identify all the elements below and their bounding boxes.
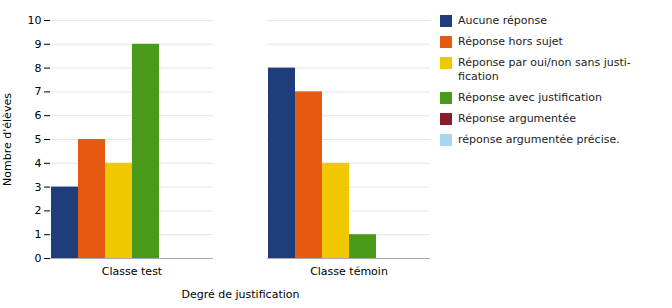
svg-text:8: 8 — [35, 62, 42, 75]
svg-text:1: 1 — [35, 228, 42, 241]
html-text:Réponse argumentée: Réponse argumentée — [458, 112, 576, 125]
svg-text:0: 0 — [35, 252, 42, 265]
html-text:réponse argumentée précise.: réponse argumentée précise. — [458, 133, 620, 146]
html-text:Aucune réponse: Aucune réponse — [458, 14, 547, 27]
html-text:Réponse hors sujet: Réponse hors sujet — [458, 35, 563, 48]
svg-text:Degré de justification: Degré de justification — [182, 288, 300, 301]
html-text:Réponse par oui/non sans justi: Réponse par oui/non sans justi- fication — [458, 56, 631, 83]
svg-text:Nombre d'élèves: Nombre d'élèves — [1, 93, 14, 186]
svg-text:9: 9 — [35, 38, 42, 51]
svg-text:3: 3 — [35, 181, 42, 194]
html-text:Réponse avec justification: Réponse avec justification — [458, 91, 603, 104]
svg-text:10: 10 — [28, 14, 42, 27]
svg-text:4: 4 — [35, 157, 42, 170]
svg-text:5: 5 — [35, 133, 42, 146]
svg-text:Classe témoin: Classe témoin — [310, 265, 388, 278]
svg-text:2: 2 — [35, 204, 42, 217]
svg-text:7: 7 — [35, 85, 42, 98]
svg-text:6: 6 — [35, 109, 42, 122]
svg-text:Classe test: Classe test — [102, 265, 163, 278]
